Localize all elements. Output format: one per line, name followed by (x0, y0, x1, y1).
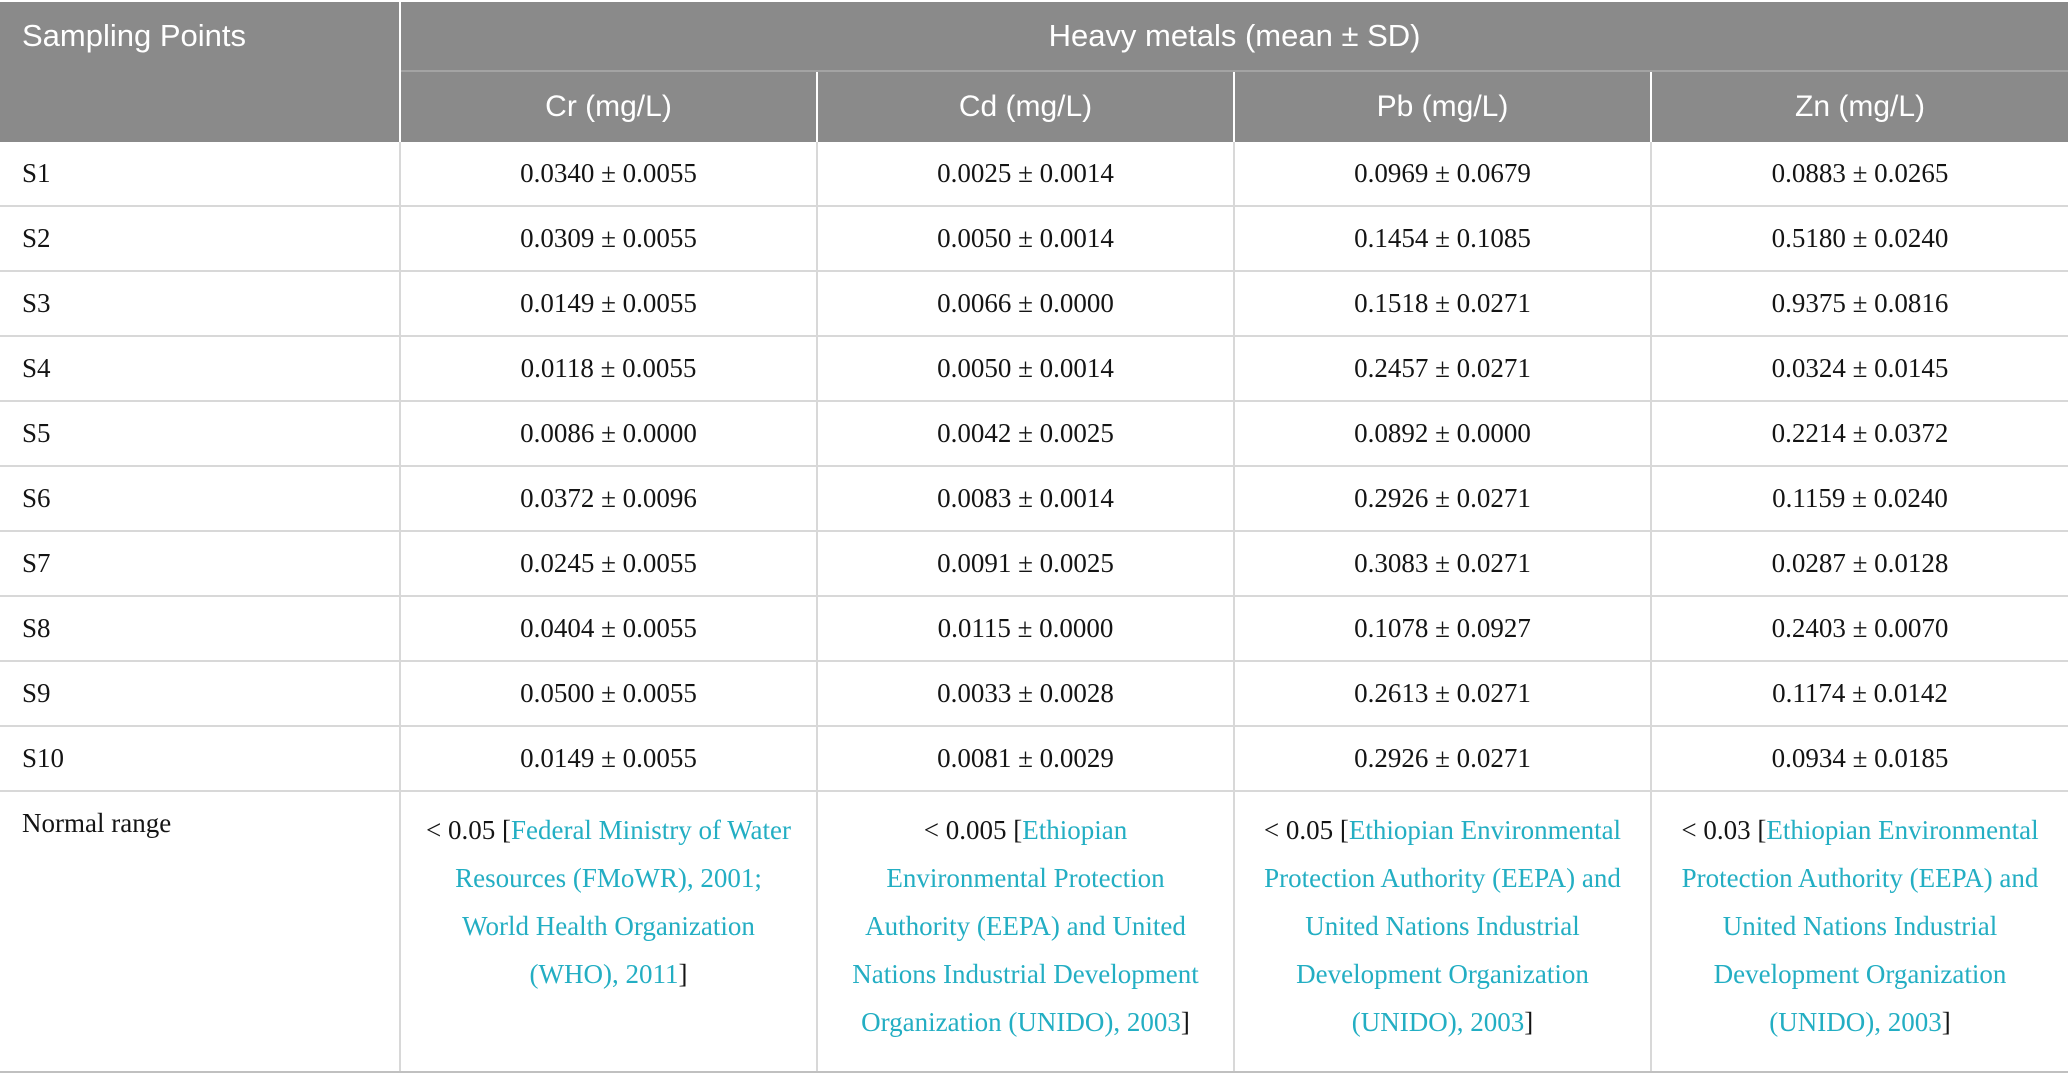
column-header-zn: Zn (mg/L) (1649, 71, 2068, 142)
reference-link[interactable]: Federal Ministry of Water Resources (FMo… (455, 815, 791, 989)
table-row: S7 0.0245 ± 0.0055 0.0091 ± 0.0025 0.3083 ±… (0, 531, 2068, 597)
reference-link[interactable]: Ethiopian Environmental Protection Autho… (1681, 815, 2039, 1037)
value-cell-zn: 0.5180 ± 0.0240 (1649, 206, 2068, 272)
table-row: S4 0.0118 ± 0.0055 0.0050 ± 0.0014 0.2457 ±… (0, 336, 2068, 402)
value-cell-pb: 0.1518 ± 0.0271 (1233, 271, 1651, 337)
header-row-group: Sampling Points Heavy metals (mean ± SD) (0, 2, 2068, 142)
value-cell-pb: 0.0892 ± 0.0000 (1233, 401, 1651, 467)
value-cell-pb: 0.3083 ± 0.0271 (1233, 531, 1651, 597)
value-cell-pb: 0.1078 ± 0.0927 (1233, 596, 1651, 662)
table-row: S8 0.0404 ± 0.0055 0.0115 ± 0.0000 0.1078 ±… (0, 596, 2068, 662)
value-cell-pb: 0.2457 ± 0.0271 (1233, 336, 1651, 402)
table-row: S3 0.0149 ± 0.0055 0.0066 ± 0.0000 0.1518 ±… (0, 271, 2068, 337)
value-cell-cd: 0.0050 ± 0.0014 (816, 336, 1234, 402)
column-header-cr: Cr (mg/L) (400, 71, 817, 142)
value-cell-cr: 0.0149 ± 0.0055 (399, 726, 817, 792)
header-sampling-points: Sampling Points (0, 2, 401, 142)
value-cell-cd: 0.0042 ± 0.0025 (816, 401, 1234, 467)
value-cell-pb: 0.1454 ± 0.1085 (1233, 206, 1651, 272)
normal-range-cell-zn: < 0.03 [Ethiopian Environmental Protecti… (1649, 791, 2068, 1073)
normal-range-limit: < 0.005 [ (923, 815, 1023, 845)
value-cell-zn: 0.2214 ± 0.0372 (1649, 401, 2068, 467)
normal-range-limit: < 0.05 [ (1263, 815, 1349, 845)
row-label: S6 (0, 466, 400, 532)
column-header-cd: Cd (mg/L) (816, 71, 1234, 142)
value-cell-cd: 0.0091 ± 0.0025 (816, 531, 1234, 597)
value-cell-pb: 0.2926 ± 0.0271 (1233, 466, 1651, 532)
value-cell-cr: 0.0149 ± 0.0055 (399, 271, 817, 337)
row-label: S5 (0, 401, 400, 467)
normal-range-bracket-close: ] (1180, 1007, 1190, 1037)
value-cell-zn: 0.1159 ± 0.0240 (1649, 466, 2068, 532)
normal-range-limit: < 0.03 [ (1681, 815, 1767, 845)
value-cell-zn: 0.0883 ± 0.0265 (1649, 142, 2068, 207)
value-cell-zn: 0.0287 ± 0.0128 (1649, 531, 2068, 597)
value-cell-cr: 0.0118 ± 0.0055 (399, 336, 817, 402)
row-label: S10 (0, 726, 400, 792)
normal-range-row: Normal range < 0.05 [Federal Ministry of … (0, 791, 2068, 1073)
normal-range-cell-cr: < 0.05 [Federal Ministry of Water Resour… (399, 791, 817, 1073)
value-cell-cd: 0.0033 ± 0.0028 (816, 661, 1234, 727)
value-cell-cr: 0.0372 ± 0.0096 (399, 466, 817, 532)
value-cell-cr: 0.0309 ± 0.0055 (399, 206, 817, 272)
value-cell-pb: 0.2613 ± 0.0271 (1233, 661, 1651, 727)
row-label: S9 (0, 661, 400, 727)
value-cell-cr: 0.0086 ± 0.0000 (399, 401, 817, 467)
normal-range-bracket-close: ] (1524, 1007, 1534, 1037)
value-cell-zn: 0.2403 ± 0.0070 (1649, 596, 2068, 662)
value-cell-cr: 0.0500 ± 0.0055 (399, 661, 817, 727)
normal-range-cell-pb: < 0.05 [Ethiopian Environmental Protecti… (1233, 791, 1651, 1073)
value-cell-pb: 0.0969 ± 0.0679 (1233, 142, 1651, 207)
table-row: S6 0.0372 ± 0.0096 0.0083 ± 0.0014 0.2926 ±… (0, 466, 2068, 532)
value-cell-cd: 0.0025 ± 0.0014 (816, 142, 1234, 207)
table-row: S1 0.0340 ± 0.0055 0.0025 ± 0.0014 0.0969 ±… (0, 142, 2068, 207)
value-cell-cr: 0.0340 ± 0.0055 (399, 142, 817, 207)
row-label: S4 (0, 336, 400, 402)
normal-range-label: Normal range (0, 791, 400, 1073)
value-cell-zn: 0.0934 ± 0.0185 (1649, 726, 2068, 792)
normal-range-cell-cd: < 0.005 [Ethiopian Environmental Protect… (816, 791, 1234, 1073)
normal-range-bracket-close: ] (1941, 1007, 1951, 1037)
value-cell-zn: 0.0324 ± 0.0145 (1649, 336, 2068, 402)
value-cell-pb: 0.2926 ± 0.0271 (1233, 726, 1651, 792)
value-cell-cd: 0.0115 ± 0.0000 (816, 596, 1234, 662)
header-row-columns: Cr (mg/L) Cd (mg/L) Pb (mg/L) Zn (mg/L) (0, 71, 2068, 142)
value-cell-cd: 0.0081 ± 0.0029 (816, 726, 1234, 792)
row-label: S2 (0, 206, 400, 272)
normal-range-limit: < 0.05 [ (426, 815, 511, 845)
table-row: S2 0.0309 ± 0.0055 0.0050 ± 0.0014 0.1454 ±… (0, 206, 2068, 272)
reference-link[interactable]: Ethiopian Environmental Protection Autho… (1264, 815, 1622, 1037)
row-label: S3 (0, 271, 400, 337)
value-cell-cd: 0.0066 ± 0.0000 (816, 271, 1234, 337)
table-row: S10 0.0149 ± 0.0055 0.0081 ± 0.0029 0.2926 … (0, 726, 2068, 792)
value-cell-cd: 0.0083 ± 0.0014 (816, 466, 1234, 532)
table-row: S9 0.0500 ± 0.0055 0.0033 ± 0.0028 0.2613 ±… (0, 661, 2068, 727)
header-heavy-metals-group: Heavy metals (mean ± SD) (400, 2, 2068, 72)
value-cell-cd: 0.0050 ± 0.0014 (816, 206, 1234, 272)
row-label: S7 (0, 531, 400, 597)
row-label: S1 (0, 142, 400, 207)
value-cell-cr: 0.0404 ± 0.0055 (399, 596, 817, 662)
table-row: S5 0.0086 ± 0.0000 0.0042 ± 0.0025 0.0892 ±… (0, 401, 2068, 467)
column-header-pb: Pb (mg/L) (1233, 71, 1651, 142)
value-cell-zn: 0.1174 ± 0.0142 (1649, 661, 2068, 727)
value-cell-cr: 0.0245 ± 0.0055 (399, 531, 817, 597)
value-cell-zn: 0.9375 ± 0.0816 (1649, 271, 2068, 337)
reference-link[interactable]: Ethiopian Environmental Protection Autho… (852, 815, 1199, 1037)
row-label: S8 (0, 596, 400, 662)
normal-range-bracket-close: ] (678, 959, 688, 989)
